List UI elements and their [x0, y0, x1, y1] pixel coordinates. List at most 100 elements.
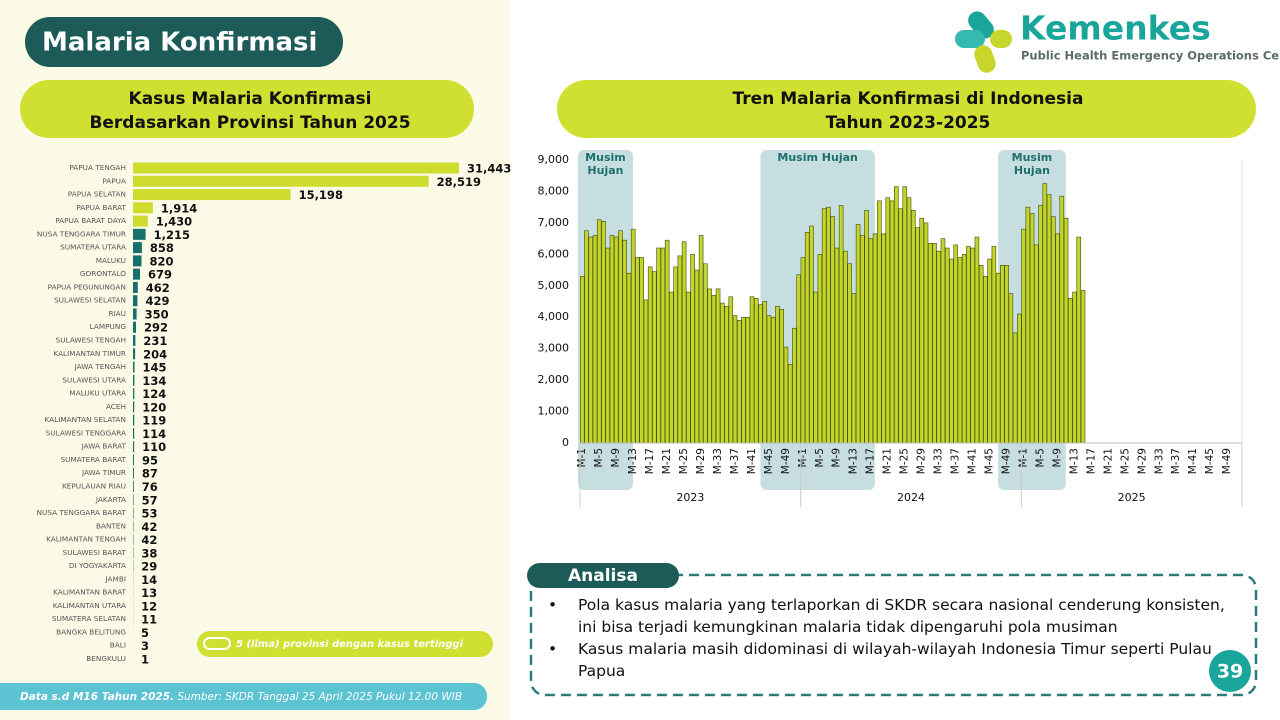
analysis-pill — [527, 563, 679, 588]
bar — [677, 255, 683, 444]
bar — [830, 216, 835, 444]
x-tick-label: M-41 — [1187, 448, 1199, 474]
value-label: 679 — [148, 268, 172, 282]
x-tick-label: M-45 — [1204, 448, 1216, 474]
bar — [133, 335, 136, 347]
value-label: 1,215 — [154, 228, 190, 242]
bar — [613, 236, 619, 444]
y-tick-label: 2,000 — [538, 373, 570, 386]
category-label: SUMATERA SELATAN — [52, 614, 126, 623]
category-label: KALIMANTAN TIMUR — [53, 349, 126, 358]
bar — [1034, 244, 1039, 444]
bar — [843, 250, 848, 444]
bar — [618, 230, 623, 444]
x-tick-label: M-37 — [950, 448, 962, 474]
bar — [915, 227, 920, 444]
x-tick-label: M-45 — [984, 448, 996, 474]
bar — [749, 296, 755, 444]
bar — [1055, 233, 1060, 444]
year-label: 2024 — [897, 491, 925, 504]
bar — [1063, 217, 1069, 444]
bar — [643, 299, 649, 444]
category-label: JAKARTA — [95, 495, 126, 504]
bar — [1012, 332, 1018, 444]
legend-swatch — [203, 637, 231, 650]
chart-title: Tahun 2023-2025 — [826, 113, 991, 133]
category-label: SULAWESI BARAT — [63, 548, 127, 557]
bar — [923, 222, 929, 444]
category-label: KALIMANTAN TENGAH — [46, 535, 126, 544]
bar — [133, 494, 134, 506]
bar — [953, 244, 958, 444]
x-tick-label: M-9 — [610, 448, 622, 468]
bar — [133, 189, 291, 201]
bar — [970, 247, 975, 444]
category-label: PAPUA BARAT — [76, 203, 126, 212]
bar — [800, 257, 806, 444]
value-label: 858 — [150, 241, 174, 255]
bar — [783, 346, 789, 444]
bar — [838, 205, 844, 444]
bar — [1051, 216, 1056, 444]
y-tick-label: 6,000 — [538, 247, 570, 260]
y-tick-label: 8,000 — [538, 184, 570, 197]
bar — [910, 210, 916, 444]
x-tick-label: M-13 — [848, 448, 860, 474]
chart-title-pill — [557, 80, 1256, 138]
bar — [1021, 228, 1026, 444]
bar — [609, 235, 615, 444]
y-tick-label: 1,000 — [538, 405, 570, 418]
value-label: 13 — [141, 586, 157, 600]
bar — [133, 414, 135, 426]
value-label: 11 — [141, 613, 157, 627]
bar — [584, 230, 589, 444]
bar — [809, 225, 814, 444]
value-label: 292 — [144, 321, 168, 335]
category-label: KEPULAUAN RIAU — [62, 481, 126, 490]
bar — [732, 315, 738, 444]
x-tick-label: M-5 — [814, 448, 826, 468]
value-label: 87 — [142, 467, 158, 481]
bar — [1017, 313, 1022, 444]
bar — [588, 236, 594, 444]
bar — [987, 258, 992, 444]
bar — [902, 186, 908, 444]
value-label: 120 — [142, 400, 166, 414]
bar — [596, 219, 602, 444]
bar — [966, 246, 971, 444]
bar — [133, 401, 135, 413]
bar — [737, 320, 742, 444]
category-label: BANGKA BELITUNG — [56, 627, 126, 636]
logo — [955, 11, 1012, 73]
category-label: JAWA TENGAH — [74, 362, 126, 371]
x-tick-label: M-29 — [1136, 448, 1148, 474]
x-tick-label: M-25 — [1119, 448, 1131, 474]
bar — [796, 274, 801, 444]
bar — [133, 175, 429, 187]
bar — [1068, 298, 1073, 444]
category-label: JAWA TIMUR — [81, 468, 126, 477]
value-label: 95 — [142, 453, 158, 467]
bar — [753, 298, 759, 444]
category-label: SULAWESI UTARA — [62, 375, 126, 384]
bar — [855, 224, 861, 444]
bar — [936, 250, 942, 444]
bar — [728, 296, 734, 444]
value-label: 1,914 — [161, 201, 197, 215]
bar — [133, 215, 148, 227]
x-tick-label: M-13 — [627, 448, 639, 474]
x-tick-label: M-25 — [899, 448, 911, 474]
bar — [673, 266, 678, 444]
value-label: 76 — [142, 480, 158, 494]
x-tick-label: M-17 — [644, 448, 656, 474]
category-label: SULAWESI TENGGARA — [46, 428, 126, 437]
bar — [758, 304, 763, 444]
bar — [770, 316, 776, 444]
x-tick-label: M-5 — [593, 448, 605, 468]
y-tick-label: 0 — [562, 436, 569, 449]
bar — [647, 266, 653, 444]
bar — [860, 235, 865, 444]
category-label: MALUKU — [96, 256, 126, 265]
category-label: KALIMANTAN SELATAN — [44, 415, 126, 424]
bar — [133, 162, 459, 174]
